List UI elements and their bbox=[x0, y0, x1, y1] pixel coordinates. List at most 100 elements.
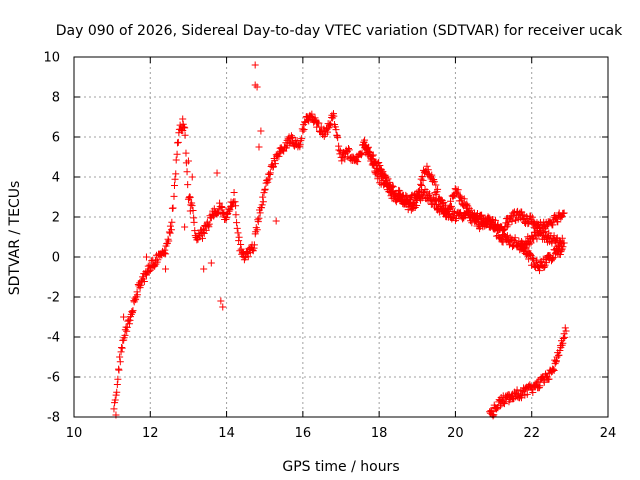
data-point bbox=[251, 61, 259, 69]
data-point bbox=[257, 127, 265, 135]
data-point bbox=[513, 386, 521, 394]
data-point bbox=[557, 213, 565, 221]
data-point bbox=[133, 291, 141, 299]
data-point bbox=[419, 176, 427, 184]
data-point bbox=[266, 169, 274, 177]
data-point bbox=[219, 303, 227, 311]
data-point bbox=[559, 243, 567, 251]
data-point bbox=[533, 378, 541, 386]
data-point bbox=[230, 188, 238, 196]
x-tick-label: 20 bbox=[447, 426, 464, 441]
data-point bbox=[255, 214, 263, 222]
chart-title: Day 090 of 2026, Sidereal Day-to-day VTE… bbox=[56, 23, 623, 39]
data-point bbox=[114, 375, 122, 383]
data-point bbox=[207, 259, 215, 267]
data-point bbox=[553, 357, 561, 365]
data-point bbox=[272, 217, 280, 225]
data-point bbox=[231, 198, 239, 206]
data-point bbox=[154, 256, 162, 264]
data-point bbox=[180, 123, 188, 131]
data-point bbox=[504, 221, 512, 229]
data-point bbox=[118, 343, 126, 351]
data-point bbox=[169, 204, 177, 212]
plot-frame bbox=[73, 56, 609, 418]
data-point bbox=[364, 143, 372, 151]
data-point bbox=[125, 320, 133, 328]
data-point bbox=[164, 235, 172, 243]
data-point bbox=[259, 193, 267, 201]
data-point bbox=[463, 200, 471, 208]
data-point bbox=[170, 181, 178, 189]
data-point bbox=[541, 263, 549, 271]
data-point bbox=[116, 353, 124, 361]
data-point bbox=[187, 201, 195, 209]
data-point bbox=[166, 229, 174, 237]
data-point bbox=[117, 348, 125, 356]
data-point bbox=[376, 161, 384, 169]
data-point bbox=[232, 202, 240, 210]
data-point bbox=[560, 239, 568, 247]
data-point bbox=[162, 250, 170, 258]
data-point bbox=[172, 170, 180, 178]
data-point bbox=[113, 388, 121, 396]
data-point bbox=[562, 327, 570, 335]
data-point bbox=[345, 144, 353, 152]
data-point bbox=[432, 197, 440, 205]
data-point bbox=[536, 382, 544, 390]
data-point bbox=[533, 256, 541, 264]
data-point bbox=[549, 253, 557, 261]
data-point bbox=[550, 366, 558, 374]
data-point bbox=[331, 123, 339, 131]
data-point bbox=[225, 207, 233, 215]
data-point bbox=[264, 178, 272, 186]
data-point bbox=[558, 234, 566, 242]
data-point bbox=[419, 190, 427, 198]
data-point bbox=[326, 120, 334, 128]
data-point bbox=[191, 227, 199, 235]
data-point bbox=[432, 181, 440, 189]
data-points bbox=[110, 61, 570, 420]
data-point bbox=[132, 296, 140, 304]
data-point bbox=[444, 206, 452, 214]
y-tick-label: 0 bbox=[52, 251, 60, 266]
data-point bbox=[440, 204, 448, 212]
data-point bbox=[418, 173, 426, 181]
data-point bbox=[253, 226, 261, 234]
x-tick-label: 10 bbox=[66, 426, 83, 441]
data-point bbox=[186, 193, 194, 201]
data-point bbox=[511, 234, 519, 242]
data-point bbox=[370, 161, 378, 169]
data-point bbox=[200, 265, 208, 273]
data-point bbox=[361, 136, 369, 144]
data-point bbox=[296, 141, 304, 149]
data-point bbox=[244, 253, 252, 261]
data-point bbox=[186, 207, 194, 215]
data-point bbox=[299, 127, 307, 135]
data-point bbox=[165, 237, 173, 245]
data-point bbox=[510, 237, 518, 245]
data-point bbox=[366, 148, 374, 156]
data-point bbox=[113, 381, 121, 389]
data-point bbox=[418, 194, 426, 202]
data-point bbox=[383, 181, 391, 189]
data-point bbox=[487, 407, 495, 415]
data-point bbox=[323, 128, 331, 136]
data-point bbox=[552, 358, 560, 366]
data-point bbox=[409, 200, 417, 208]
data-point bbox=[142, 253, 150, 261]
data-point bbox=[560, 209, 568, 217]
data-point bbox=[232, 211, 240, 219]
data-point bbox=[234, 229, 242, 237]
data-point bbox=[129, 307, 137, 315]
data-point bbox=[357, 151, 365, 159]
data-point bbox=[198, 234, 206, 242]
data-point bbox=[426, 190, 434, 198]
x-tick-label: 14 bbox=[218, 426, 235, 441]
data-point bbox=[161, 246, 169, 254]
data-point bbox=[226, 206, 234, 214]
data-point bbox=[233, 219, 241, 227]
data-point bbox=[489, 412, 497, 420]
data-point bbox=[256, 209, 264, 217]
data-point bbox=[447, 197, 455, 205]
